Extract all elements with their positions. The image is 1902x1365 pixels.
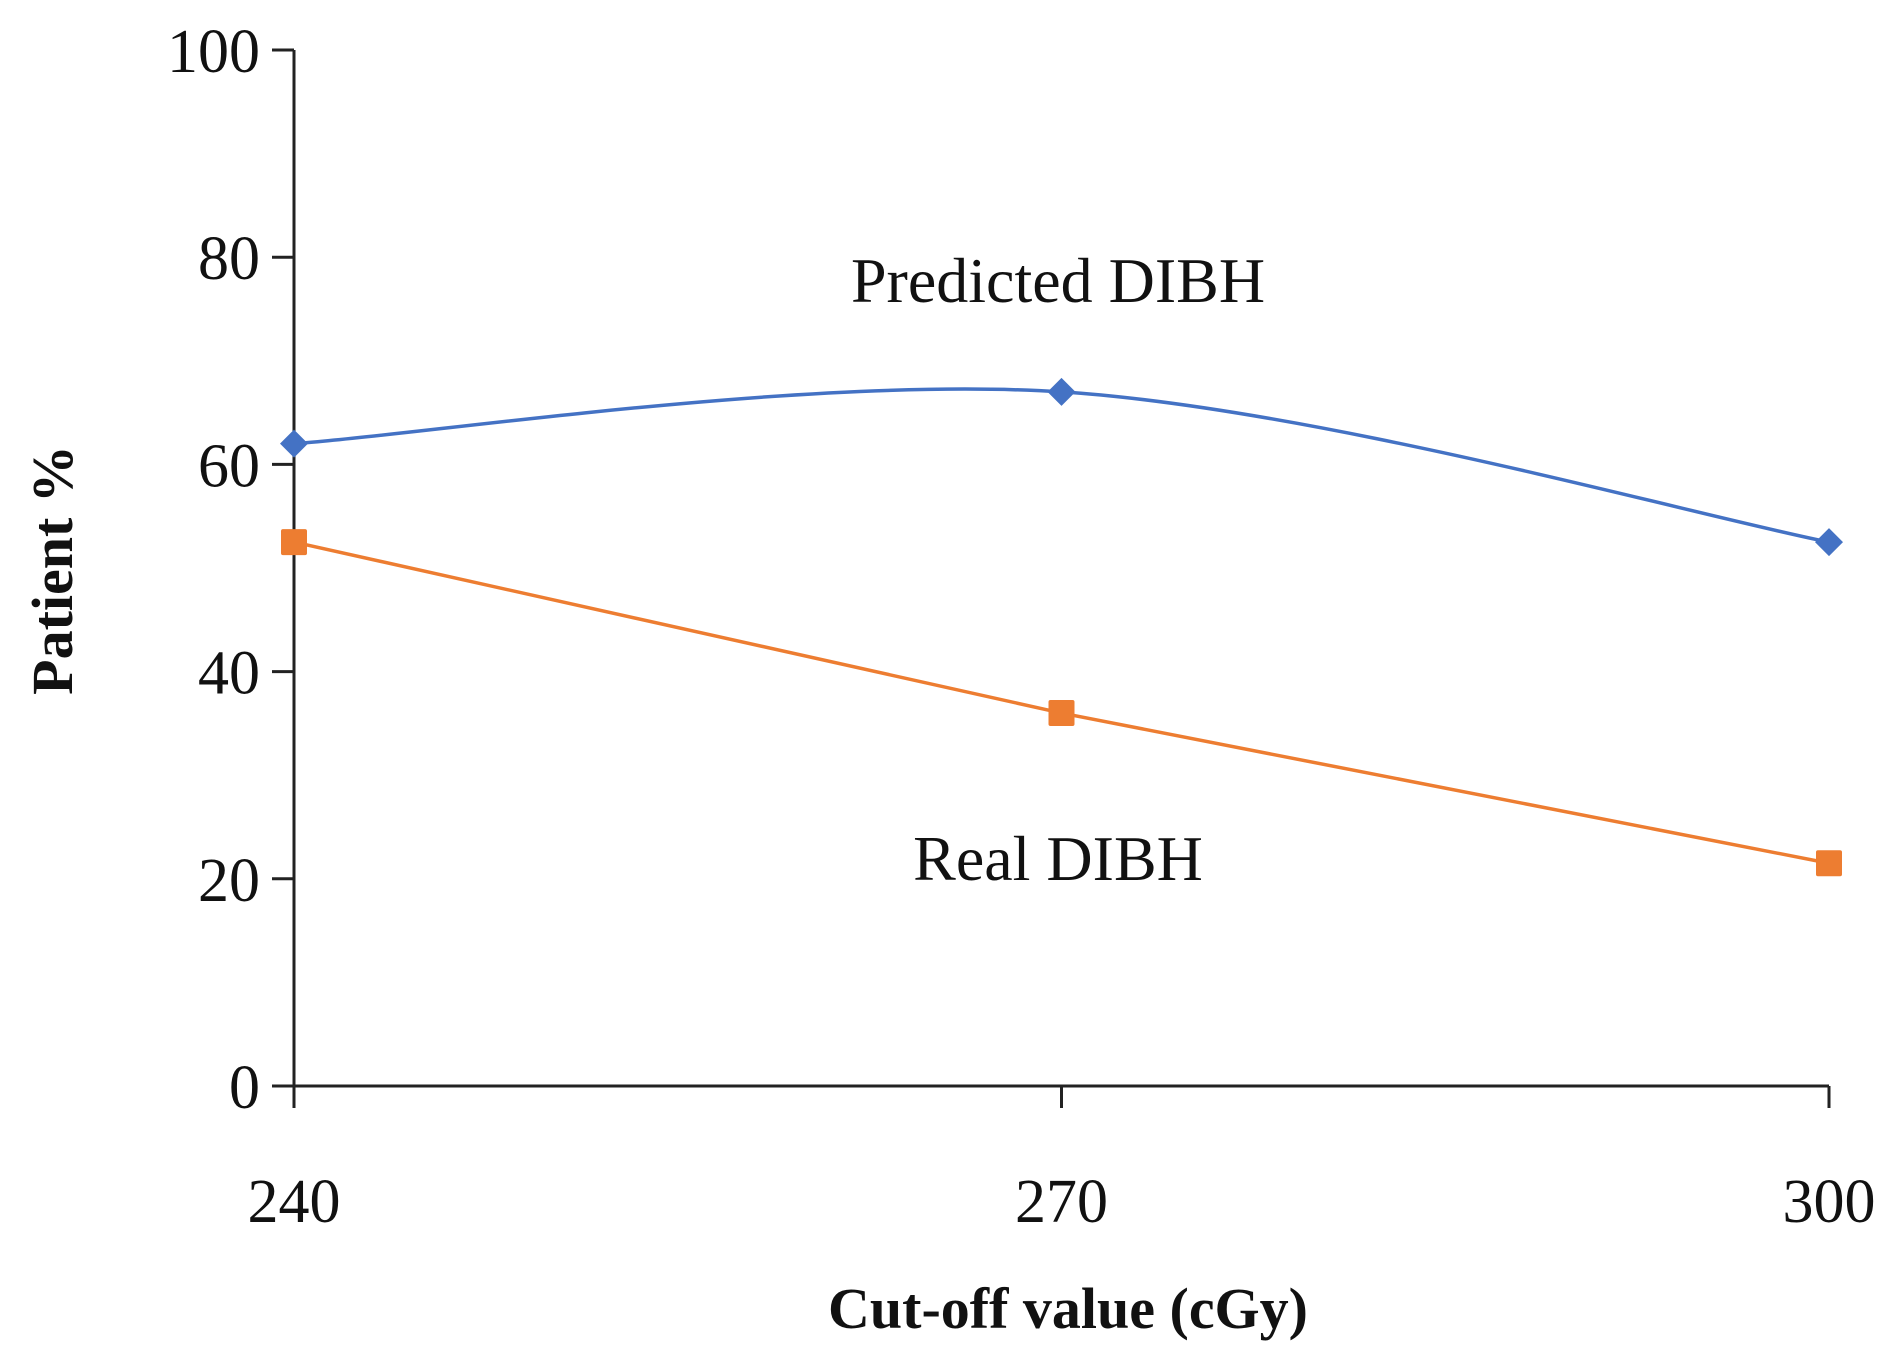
y-tick-label: 40 [198,640,260,708]
y-tick-label: 80 [198,225,260,293]
series-layer [280,377,1843,877]
data-point-real-dibh [281,529,307,556]
series-line-predicted-dibh [293,387,1830,544]
data-point-predicted-dibh [1047,377,1076,406]
data-point-real-dibh [1048,700,1075,727]
series-label-real-dibh: Real DIBH [913,823,1203,894]
y-tick-label: 0 [229,1054,260,1122]
data-point-predicted-dibh [280,429,308,458]
y-tick-label: 100 [167,18,260,86]
x-tick-label: 240 [248,1168,341,1236]
series-label-predicted-dibh: Predicted DIBH [851,245,1265,316]
data-point-real-dibh [1816,850,1842,877]
x-axis-title: Cut-off value (cGy) [828,1276,1308,1341]
x-axis: 240 270 300 [248,1084,1876,1236]
y-axis: 0 20 40 60 80 100 [167,18,296,1122]
x-tick-label: 270 [1015,1168,1108,1236]
y-axis-title: Patient % [20,445,85,695]
y-tick-label: 60 [198,432,260,500]
x-tick-label: 300 [1783,1168,1876,1236]
y-tick-label: 20 [198,847,260,915]
data-point-predicted-dibh [1815,528,1843,557]
